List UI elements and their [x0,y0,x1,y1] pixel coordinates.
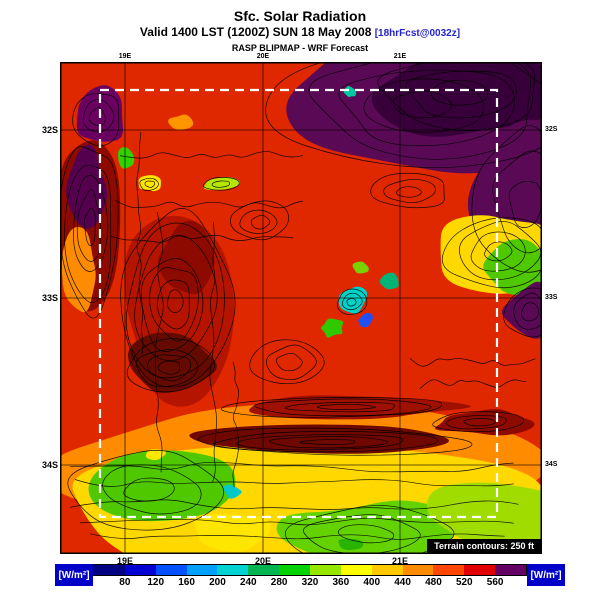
legend-color-cell [124,565,156,575]
legend-color-cell [433,565,465,575]
legend-color-cell [248,565,280,575]
lat-label-right-32s: 32S [545,126,558,133]
legend-cells-wrap: 80 120 160 200 240 280 320 360 400 440 480 520 560 [93,564,527,590]
graticule [60,62,542,554]
legend-tick-label: 320 [301,577,319,588]
lat-label-right-33s: 33S [545,294,558,301]
lon-label-top-21e: 21E [393,53,407,60]
valid-time-line: Valid 1400 LST (1200Z) SUN 18 May 2008 [… [0,25,600,40]
lon-label-bottom-19e: 19E [116,556,133,566]
legend-tick-label: 520 [455,577,473,588]
units-label-right: [W/m²] [527,564,565,586]
legend-color-cell [310,565,341,575]
lat-label-right-34s: 34S [545,461,558,468]
valid-time-text: Valid 1400 LST (1200Z) SUN 18 May 2008 [139,25,372,40]
legend-tick-label: 360 [332,577,350,588]
legend-color-cell [186,565,218,575]
legend-color-cells [93,564,527,576]
legend-color-cell [155,565,187,575]
header: Sfc. Solar Radiation Valid 1400 LST (120… [0,8,600,53]
legend-color-cell [217,565,249,575]
legend-tick-label: 480 [425,577,442,588]
units-label-left: [W/m²] [55,564,93,586]
page-title: Sfc. Solar Radiation [233,8,367,24]
legend-tick-label: 160 [178,577,195,588]
map-canvas [60,62,542,554]
legend-tick-label: 280 [270,577,288,588]
legend-color-cell [495,565,527,575]
legend-color-cell [94,565,125,575]
legend-color-cell [340,565,372,575]
lat-label-left-34s: 34S [41,460,58,470]
forecast-tag: [18hrFcst@0032z] [374,28,461,40]
legend-ticks: 80 120 160 200 240 280 320 360 400 440 480 520 560 [93,576,527,590]
legend-color-cell [279,565,311,575]
legend-tick-label: 80 [119,577,131,588]
lat-label-left-32s: 32S [41,125,58,135]
lon-label-top-20e: 20E [256,53,270,60]
forecast-map: Terrain contours: 250 ft [60,62,542,554]
legend-tick-label: 440 [394,577,411,588]
color-scale-legend: [W/m²] 80 120 160 200 240 280 320 360 400 440 480 5… [55,564,565,590]
model-line: RASP BLIPMAP - WRF Forecast [231,42,369,53]
legend-tick-label: 240 [239,577,257,588]
legend-tick-label: 560 [486,577,504,588]
lon-label-top-19e: 19E [118,53,132,60]
lat-label-left-33s: 33S [41,293,58,303]
legend-color-cell [402,565,434,575]
lon-label-bottom-20e: 20E [254,556,271,566]
legend-tick-label: 400 [363,577,381,588]
domain-boundary [98,88,499,519]
terrain-contours [60,62,542,554]
legend-color-cell [371,565,403,575]
lon-label-bottom-21e: 21E [391,556,408,566]
legend-color-cell [464,565,496,575]
legend-tick-label: 200 [209,577,226,588]
legend-tick-label: 120 [147,577,165,588]
terrain-contours-note: Terrain contours: 250 ft [427,539,541,553]
